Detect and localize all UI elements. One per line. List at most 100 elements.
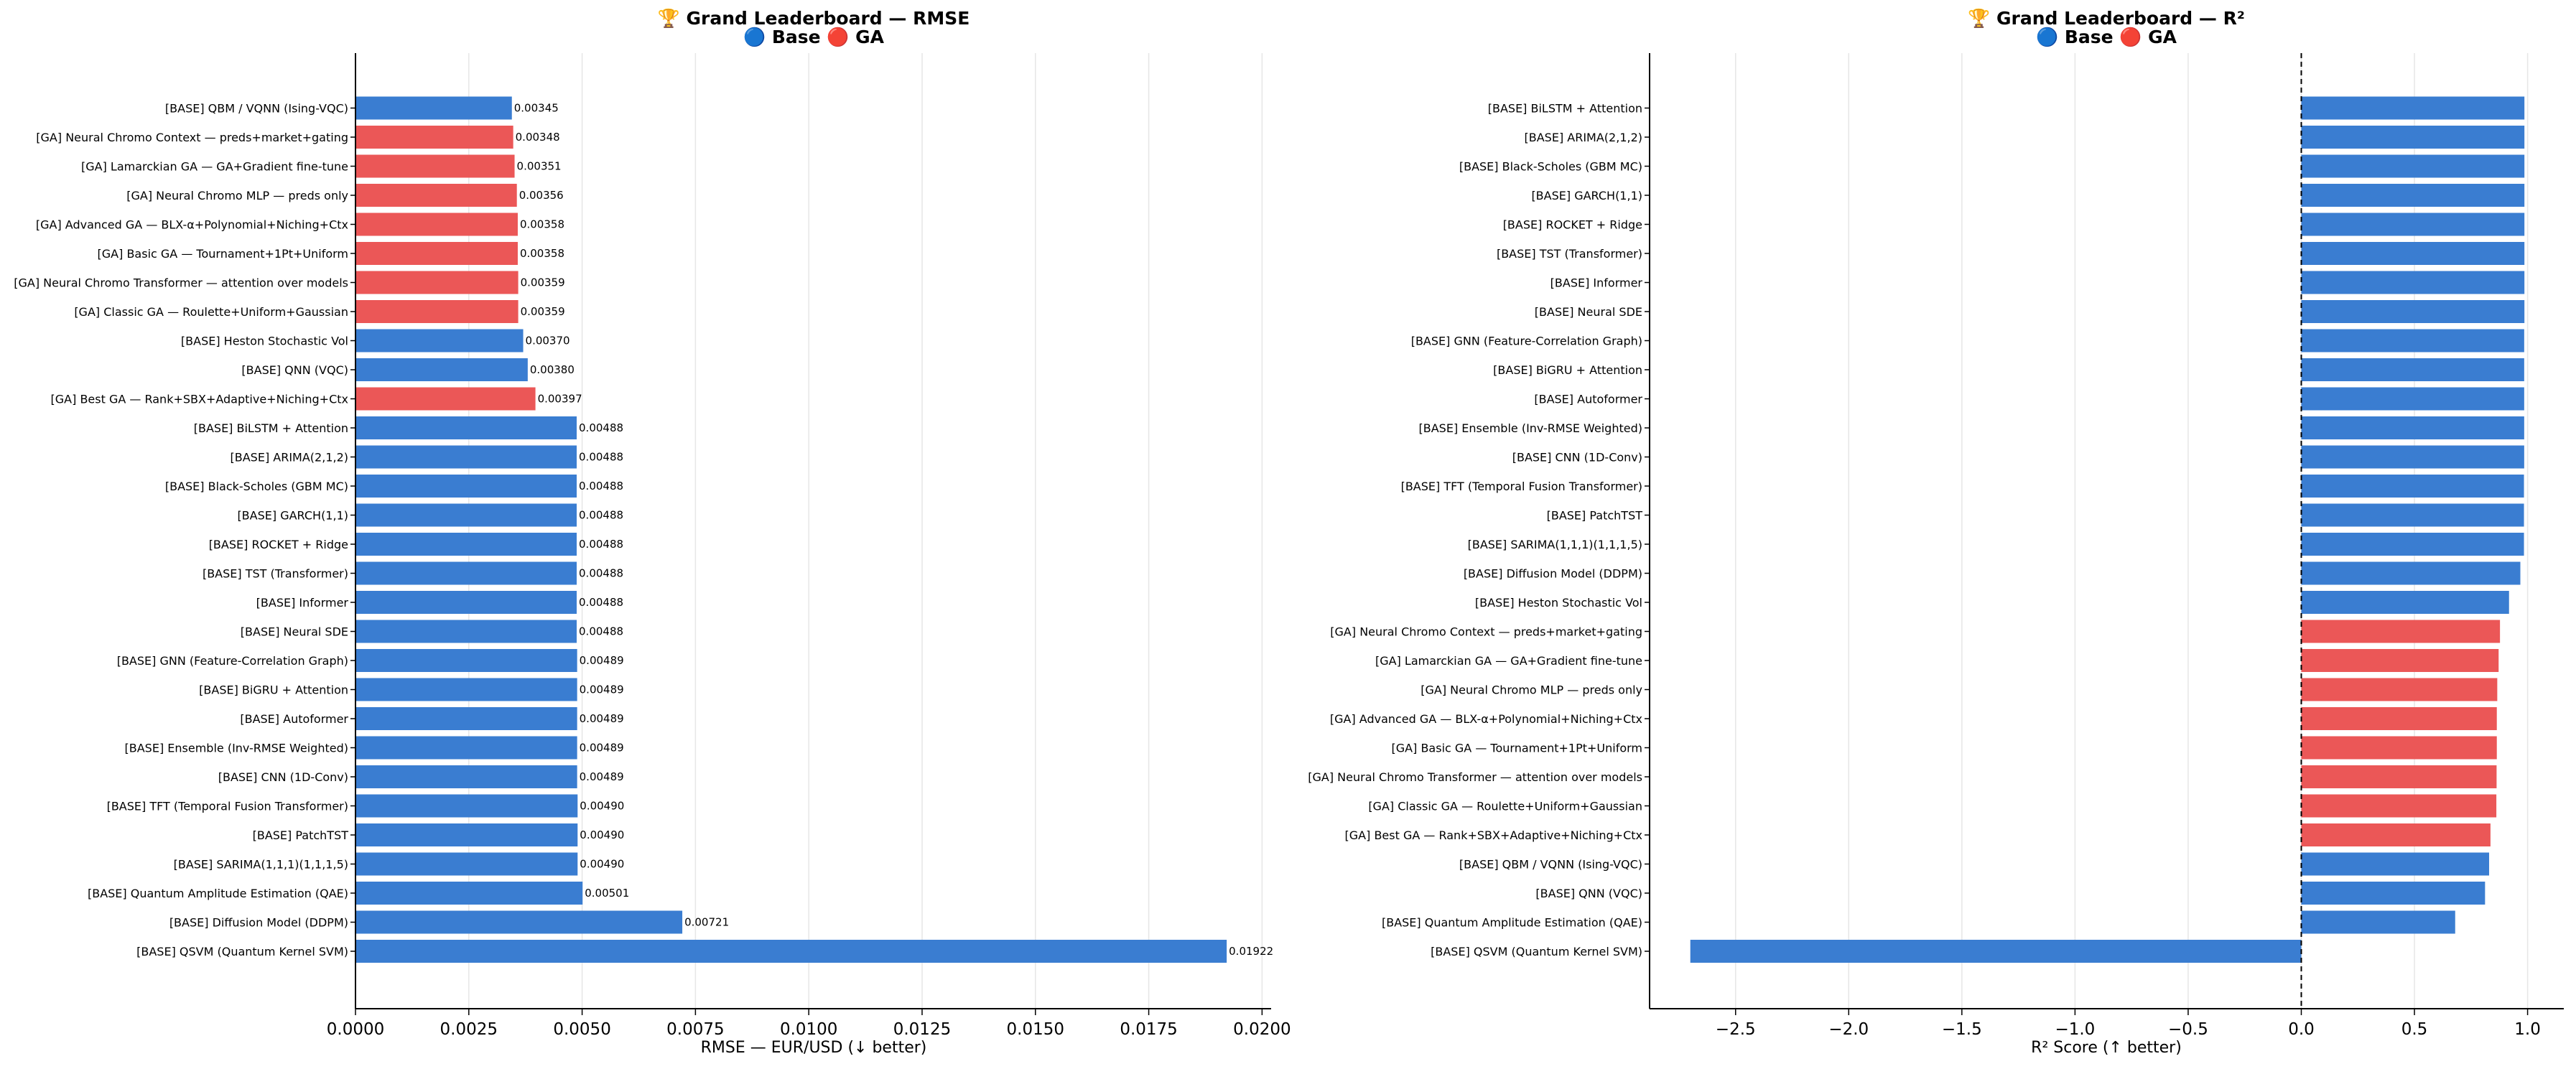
rmse-value-label: 0.00348	[516, 131, 560, 144]
r2-category-label: [BASE] Heston Stochastic Vol	[1475, 596, 1642, 610]
rmse-bar	[355, 736, 577, 760]
rmse-value-label: 0.00489	[580, 742, 624, 755]
r2-bar	[2301, 416, 2524, 439]
r2-x-tick-label: −1.0	[2055, 1020, 2095, 1039]
r2-category-label: [BASE] ROCKET + Ridge	[1503, 218, 1642, 232]
rmse-x-tick-label: 0.0100	[780, 1020, 837, 1039]
rmse-bar	[355, 823, 578, 846]
r2-bar	[2301, 445, 2524, 469]
r2-x-tick-label: 0.0	[2288, 1020, 2315, 1039]
rmse-value-label: 0.00488	[579, 509, 623, 522]
rmse-category-label: [BASE] ROCKET + Ridge	[209, 538, 348, 551]
rmse-value-label: 0.00380	[530, 363, 575, 376]
rmse-bar	[355, 533, 577, 556]
rmse-x-tick-label: 0.0050	[553, 1020, 610, 1039]
r2-x-tick-label: −0.5	[2168, 1020, 2208, 1039]
r2-bar	[2301, 561, 2521, 585]
rmse-category-label: [BASE] Quantum Amplitude Estimation (QAE…	[88, 887, 348, 900]
rmse-value-label: 0.00345	[514, 102, 559, 115]
rmse-bar	[355, 503, 577, 527]
rmse-bar	[355, 852, 578, 876]
rmse-bar	[355, 126, 513, 149]
rmse-value-label: 0.00490	[580, 800, 624, 813]
r2-x-tick-label: −2.0	[1828, 1020, 1869, 1039]
rmse-category-label: [BASE] Diffusion Model (DDPM)	[169, 916, 348, 930]
r2-category-label: [BASE] Neural SDE	[1535, 305, 1642, 319]
rmse-category-label: [BASE] ARIMA(2,1,2)	[231, 451, 348, 465]
r2-bar	[2301, 503, 2524, 527]
rmse-panel: 🏆 Grand Leaderboard — RMSE 🔵 Base 🔴 GA R…	[14, 8, 1291, 1057]
rmse-bar	[355, 242, 518, 265]
rmse-x-tick-label: 0.0000	[327, 1020, 384, 1039]
rmse-x-tick-label: 0.0200	[1233, 1020, 1291, 1039]
rmse-value-label: 0.00358	[520, 247, 564, 260]
rmse-x-tick-label: 0.0075	[666, 1020, 724, 1039]
rmse-bar	[355, 475, 577, 498]
r2-category-label: [GA] Advanced GA — BLX-α+Polynomial+Nich…	[1330, 712, 1642, 726]
rmse-bar	[355, 300, 519, 323]
r2-bar	[2301, 649, 2499, 672]
r2-bar	[2301, 126, 2525, 149]
rmse-category-label: [BASE] PatchTST	[253, 828, 349, 842]
rmse-bar	[355, 591, 577, 614]
r2-category-label: [BASE] Black-Scholes (GBM MC)	[1459, 160, 1642, 174]
r2-bar	[2301, 882, 2486, 905]
r2-bar	[2301, 387, 2524, 411]
r2-category-label: [BASE] SARIMA(1,1,1)(1,1,1,5)	[1468, 538, 1642, 551]
rmse-value-label: 0.00488	[579, 567, 623, 580]
r2-category-label: [BASE] QNN (VQC)	[1535, 887, 1642, 900]
rmse-value-label: 0.00488	[579, 596, 623, 609]
rmse-value-label: 0.00488	[579, 421, 623, 434]
r2-bar	[1690, 940, 2302, 963]
r2-bar	[2301, 736, 2497, 760]
rmse-category-label: [BASE] QBM / VQNN (Ising-VQC)	[165, 102, 348, 116]
rmse-value-label: 0.00359	[521, 276, 565, 289]
rmse-bar	[355, 649, 577, 672]
r2-bar	[2301, 678, 2498, 701]
rmse-category-label: [BASE] SARIMA(1,1,1)(1,1,1,5)	[174, 858, 348, 872]
rmse-value-label: 0.00721	[684, 916, 729, 929]
rmse-category-label: [GA] Neural Chromo MLP — preds only	[126, 189, 348, 202]
rmse-bar	[355, 882, 583, 905]
rmse-bar	[355, 794, 578, 818]
r2-category-label: [BASE] Ensemble (Inv-RMSE Weighted)	[1419, 421, 1642, 435]
r2-bar	[2301, 96, 2525, 120]
rmse-bar	[355, 96, 512, 120]
rmse-bar	[355, 271, 519, 294]
rmse-value-label: 0.00489	[580, 712, 624, 725]
rmse-bar	[355, 707, 577, 730]
r2-bar	[2301, 852, 2490, 876]
r2-x-tick-label: 1.0	[2514, 1020, 2541, 1039]
r2-bar	[2301, 910, 2455, 934]
rmse-value-label: 0.00359	[521, 305, 565, 318]
r2-bar	[2301, 300, 2525, 323]
rmse-value-label: 0.00488	[579, 625, 623, 638]
r2-x-tick-label: 0.5	[2401, 1020, 2428, 1039]
rmse-bar	[355, 620, 577, 643]
rmse-bar	[355, 561, 577, 585]
r2-bar	[2301, 184, 2525, 207]
rmse-category-label: [BASE] BiGRU + Attention	[199, 683, 348, 697]
r2-bar	[2301, 794, 2497, 818]
rmse-bar	[355, 416, 577, 439]
rmse-value-label: 0.00488	[579, 538, 623, 551]
rmse-value-label: 0.00370	[526, 335, 570, 347]
r2-bar	[2301, 533, 2524, 556]
rmse-value-label: 0.00489	[580, 683, 624, 696]
rmse-category-label: [BASE] Black-Scholes (GBM MC)	[165, 480, 348, 493]
r2-bar	[2301, 707, 2497, 730]
rmse-value-label: 0.00489	[580, 770, 624, 783]
r2-bar	[2301, 213, 2525, 236]
r2-category-label: [BASE] TFT (Temporal Fusion Transformer)	[1401, 480, 1642, 493]
r2-bar	[2301, 620, 2501, 643]
rmse-x-tick-label: 0.0025	[440, 1020, 498, 1039]
r2-bar	[2301, 271, 2525, 294]
rmse-category-label: [BASE] Informer	[256, 596, 349, 610]
r2-bar	[2301, 242, 2525, 265]
r2-category-label: [GA] Neural Chromo Transformer — attenti…	[1308, 770, 1642, 784]
rmse-x-tick-label: 0.0125	[893, 1020, 951, 1039]
rmse-value-label: 0.00490	[580, 828, 624, 841]
r2-category-label: [BASE] Quantum Amplitude Estimation (QAE…	[1382, 916, 1642, 930]
rmse-value-label: 0.00490	[580, 858, 624, 871]
